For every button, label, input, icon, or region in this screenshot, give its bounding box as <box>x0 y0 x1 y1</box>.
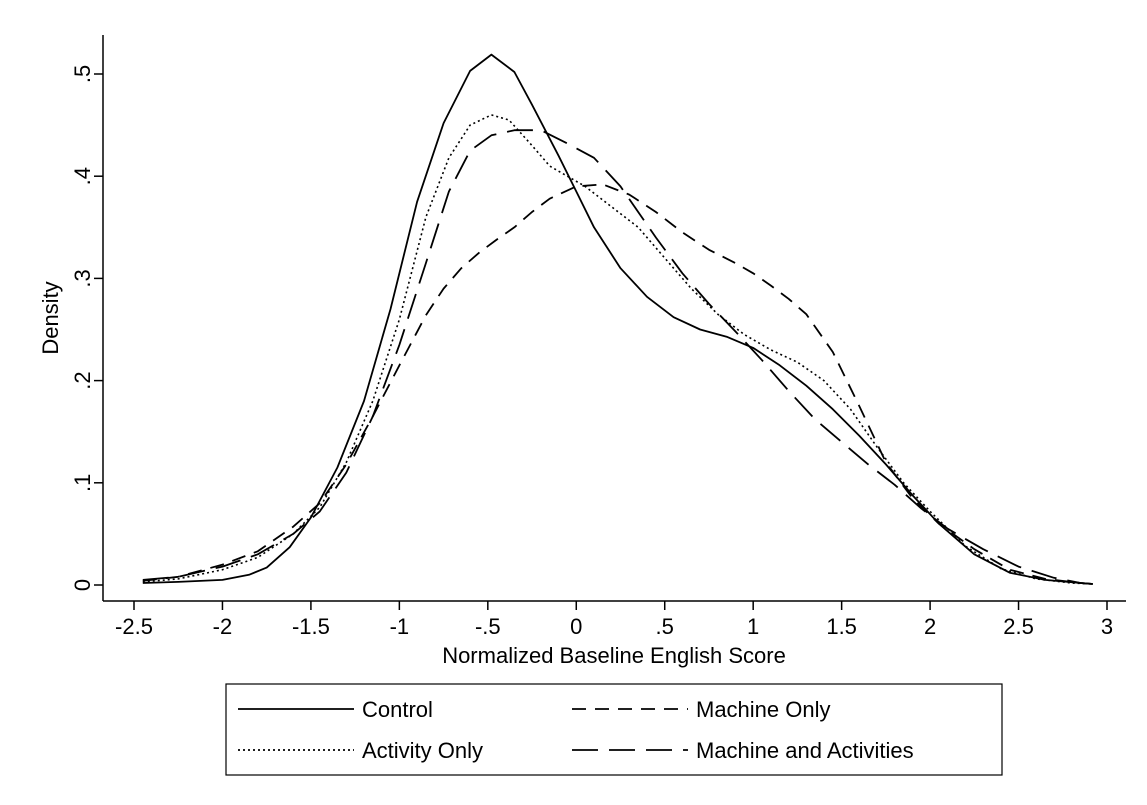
x-tick-label: 1.5 <box>826 614 857 639</box>
legend-label-1: Machine Only <box>696 697 831 722</box>
x-ticks: -2.5 -2 -1.5 -1 -.5 0 .5 1 1.5 2 2.5 3 <box>115 601 1113 639</box>
x-tick-label: -2.5 <box>115 614 153 639</box>
y-tick-label: .2 <box>70 371 95 389</box>
x-tick-label: .5 <box>656 614 674 639</box>
series-line-2 <box>142 114 1093 585</box>
y-axis-title: Density <box>38 281 63 354</box>
y-tick-label: .4 <box>70 167 95 185</box>
x-tick-label: -1 <box>390 614 410 639</box>
legend-items: Control Machine Only Activity Only Machine … <box>238 697 914 763</box>
x-axis-title: Normalized Baseline English Score <box>442 643 786 668</box>
legend: Control Machine Only Activity Only Machine … <box>225 683 1003 776</box>
legend-label-2: Activity Only <box>362 738 483 763</box>
plot-lines <box>142 53 1093 585</box>
y-ticks: 0 .1 .2 .3 .4 .5 <box>70 65 103 591</box>
series-line-3 <box>142 129 1093 585</box>
y-tick-label: .1 <box>70 474 95 492</box>
series-line-1 <box>142 183 1093 585</box>
x-tick-label: -1.5 <box>292 614 330 639</box>
legend-box <box>225 683 1003 776</box>
series-line-0 <box>142 53 1093 585</box>
x-tick-label: 0 <box>570 614 582 639</box>
x-tick-label: -.5 <box>475 614 501 639</box>
x-tick-label: 1 <box>747 614 759 639</box>
legend-label-3: Machine and Activities <box>696 738 914 763</box>
x-tick-label: -2 <box>213 614 233 639</box>
y-tick-label: .5 <box>70 65 95 83</box>
y-tick-label: 0 <box>70 579 95 591</box>
x-tick-label: 2.5 <box>1003 614 1034 639</box>
y-tick-label: .3 <box>70 269 95 287</box>
legend-label-0: Control <box>362 697 433 722</box>
x-tick-label: 3 <box>1101 614 1113 639</box>
x-tick-label: 2 <box>924 614 936 639</box>
